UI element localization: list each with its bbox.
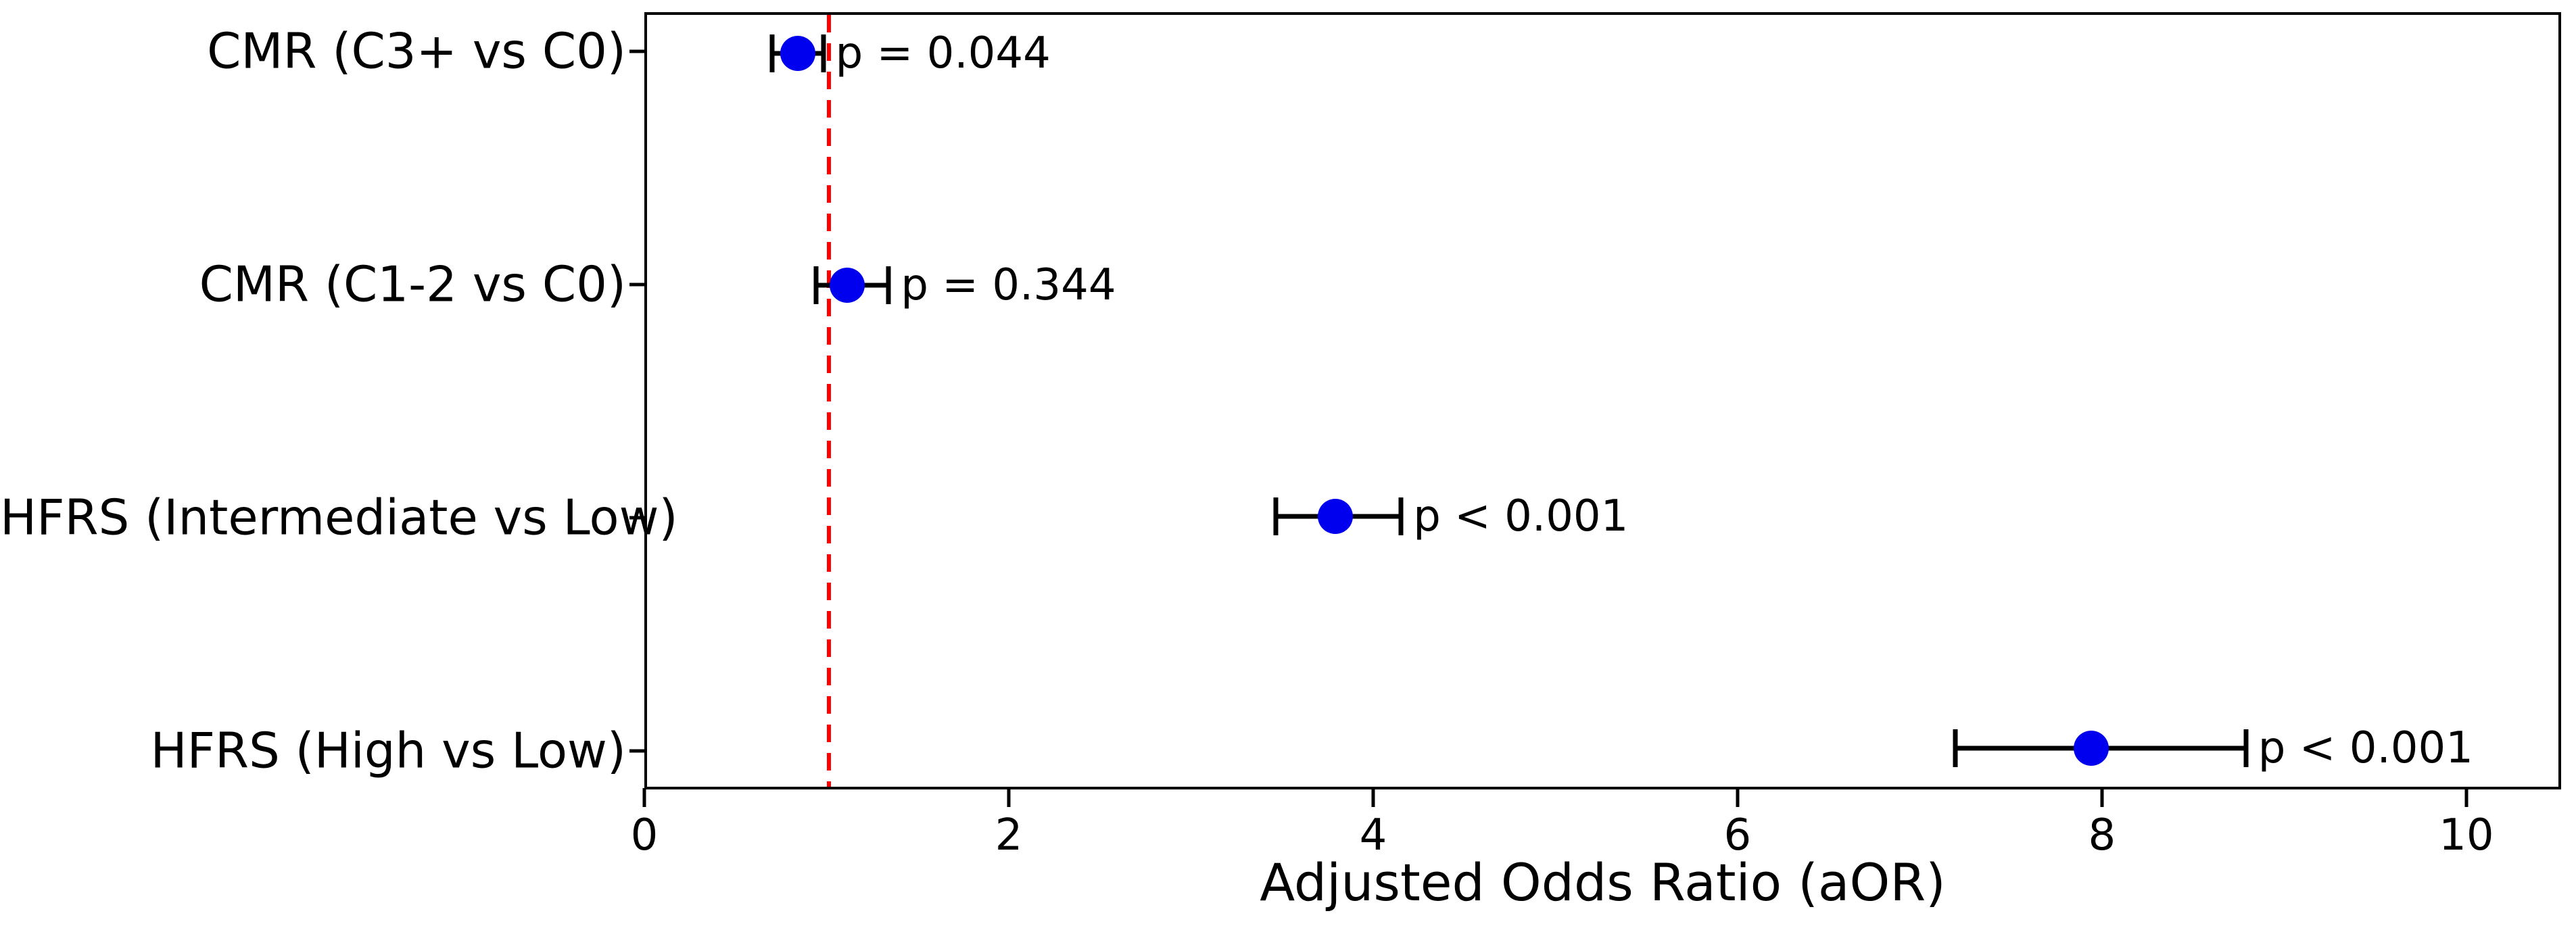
ci-cap-low: [1273, 497, 1279, 536]
x-tick-label: 8: [2088, 810, 2116, 860]
p-value-annotation: p < 0.001: [2258, 723, 2473, 773]
ci-cap-high: [821, 34, 826, 73]
ci-cap-high: [1398, 497, 1404, 536]
category-label: HFRS (High vs Low): [150, 721, 626, 779]
x-tick: [642, 788, 646, 807]
x-tick: [2464, 788, 2468, 807]
x-tick: [2100, 788, 2104, 807]
y-tick: [629, 49, 644, 53]
reference-line: [826, 15, 831, 787]
y-tick: [629, 749, 644, 752]
category-label: CMR (C3+ vs C0): [207, 22, 626, 79]
p-value-annotation: p = 0.044: [835, 28, 1051, 79]
ci-cap-low: [813, 266, 819, 304]
x-axis-title: Adjusted Odds Ratio (aOR): [1260, 852, 1946, 912]
ci-cap-low: [1953, 729, 1958, 767]
y-tick: [629, 516, 644, 519]
x-tick-label: 0: [630, 810, 659, 860]
data-point-marker: [2074, 730, 2109, 766]
category-label: HFRS (Intermediate vs Low): [0, 488, 678, 545]
x-tick: [1007, 788, 1011, 807]
x-tick: [1736, 788, 1740, 807]
x-tick-label: 2: [995, 810, 1023, 860]
x-tick-label: 4: [1359, 810, 1387, 860]
ci-cap-low: [769, 34, 775, 73]
data-point-marker: [829, 267, 865, 303]
x-tick-label: 10: [2439, 810, 2494, 860]
p-value-annotation: p = 0.344: [901, 260, 1116, 310]
y-tick: [629, 283, 644, 286]
p-value-annotation: p < 0.001: [1413, 491, 1629, 542]
x-tick: [1371, 788, 1375, 807]
plot-area: p = 0.044 p = 0.344 p < 0.001 p < 0.001: [644, 12, 2561, 789]
data-point-marker: [780, 36, 816, 72]
x-tick-label: 6: [1723, 810, 1752, 860]
category-label: CMR (C1-2 vs C0): [199, 255, 626, 312]
ci-cap-high: [886, 266, 891, 304]
data-point-marker: [1318, 499, 1354, 535]
ci-cap-high: [2243, 729, 2249, 767]
